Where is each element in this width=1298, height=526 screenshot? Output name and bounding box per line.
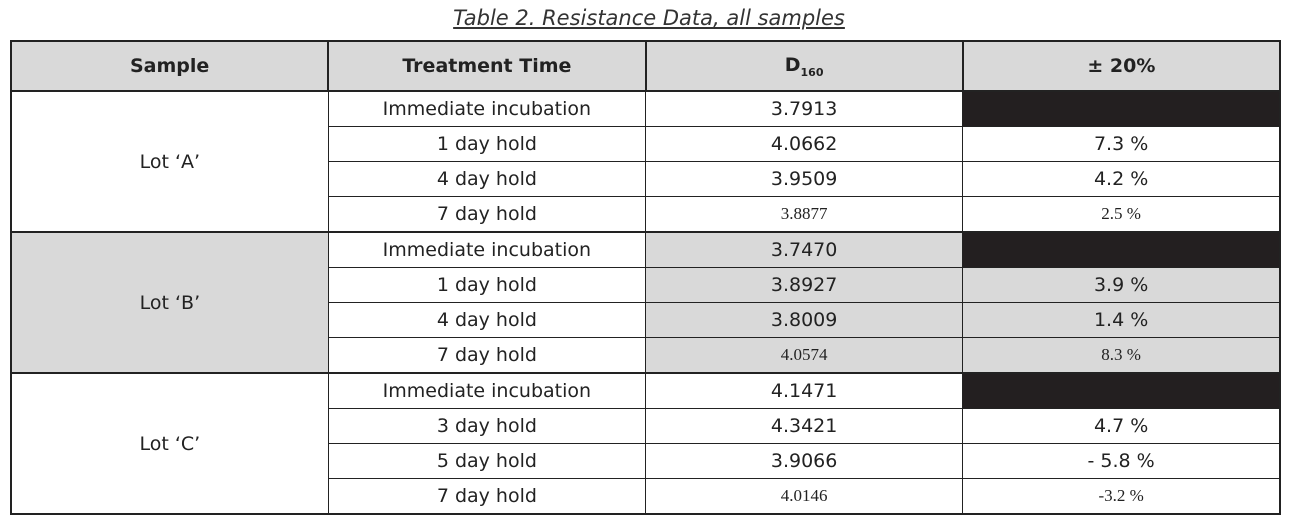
- blank-cell: [962, 231, 1282, 268]
- d-value-cell: 4.0146: [644, 478, 964, 515]
- table-row: 7 day hold 3.8877 2.5 %: [11, 196, 1282, 233]
- percent-cell: - 5.8 %: [962, 443, 1282, 479]
- header-subscript: 160: [800, 65, 824, 79]
- treatment-cell: Immediate incubation: [327, 231, 647, 268]
- treatment-cell: 4 day hold: [327, 161, 647, 197]
- treatment-cell: 1 day hold: [327, 126, 647, 162]
- d-value-cell: 3.8877: [644, 196, 964, 233]
- header-text: D: [784, 53, 801, 76]
- blank-cell: [962, 90, 1282, 127]
- sample-cell: Lot ‘B’: [9, 231, 329, 374]
- percent-cell: 2.5 %: [962, 196, 1282, 233]
- d-value-cell: 3.7913: [644, 90, 964, 127]
- d-value-cell: 3.7470: [644, 231, 964, 268]
- percent-cell: 4.2 %: [962, 161, 1282, 197]
- header-cell: Treatment Time: [327, 40, 647, 92]
- treatment-cell: 7 day hold: [327, 196, 647, 233]
- d-value-cell: 3.8009: [644, 302, 964, 338]
- table-row: 1 day hold 3.8927 3.9 %: [11, 267, 1282, 303]
- table-row: Lot ‘C’ Immediate incubation 4.1471: [9, 372, 1282, 515]
- treatment-cell: 3 day hold: [327, 408, 647, 444]
- d-value-cell: 4.3421: [644, 408, 964, 444]
- table-title: Table 2. Resistance Data, all samples: [453, 6, 845, 30]
- table-body: Lot ‘A’ Immediate incubation 3.7913 1 day h…: [9, 90, 1282, 515]
- sample-cell: Lot ‘A’: [9, 90, 329, 233]
- sample-cell: Lot ‘C’: [9, 372, 329, 515]
- treatment-cell: 4 day hold: [327, 302, 647, 338]
- d-value-cell: 3.9509: [644, 161, 964, 197]
- header-cell: D160: [644, 40, 964, 92]
- treatment-cell: Immediate incubation: [327, 90, 647, 127]
- table-row: Lot ‘A’ Immediate incubation 3.7913: [9, 90, 1282, 233]
- treatment-cell: 7 day hold: [327, 337, 647, 374]
- data-table: Sample Treatment Time D160 ± 20% Lot ‘A’…: [9, 40, 1282, 515]
- percent-cell: 8.3 %: [962, 337, 1282, 374]
- table-row: 4 day hold 3.9509 4.2 %: [11, 161, 1282, 197]
- d-value-cell: 3.9066: [644, 443, 964, 479]
- treatment-cell: 7 day hold: [327, 478, 647, 515]
- d-value-cell: 4.1471: [644, 372, 964, 409]
- treatment-cell: 5 day hold: [327, 443, 647, 479]
- blank-cell: [962, 372, 1282, 409]
- percent-cell: 1.4 %: [962, 302, 1282, 338]
- treatment-cell: Immediate incubation: [327, 372, 647, 409]
- table-row: Lot ‘B’ Immediate incubation 3.7470: [9, 231, 1282, 374]
- table-row: 5 day hold 3.9066- 5.8 %: [11, 443, 1282, 479]
- treatment-cell: 1 day hold: [327, 267, 647, 303]
- header-cell: ± 20%: [961, 40, 1282, 92]
- table-row: 3 day hold 4.3421 4.7 %: [11, 408, 1282, 444]
- d-value-cell: 3.8927: [644, 267, 964, 303]
- table-row: 1 day hold 4.0662 7.3 %: [11, 126, 1282, 162]
- header-row: Sample Treatment Time D160 ± 20%: [9, 40, 1282, 92]
- percent-cell: -3.2 %: [962, 478, 1282, 515]
- table-row: 4 day hold 3.8009 1.4 %: [11, 302, 1282, 338]
- percent-cell: 3.9 %: [962, 267, 1282, 303]
- table-row: 7 day hold 4.0146 -3.2 %: [11, 478, 1282, 515]
- percent-cell: 4.7 %: [962, 408, 1282, 444]
- percent-cell: 7.3 %: [962, 126, 1282, 162]
- header-cell: Sample: [9, 40, 330, 92]
- table-row: 7 day hold 4.0574 8.3 %: [11, 337, 1282, 374]
- d-value-cell: 4.0574: [644, 337, 964, 374]
- d-value-cell: 4.0662: [644, 126, 964, 162]
